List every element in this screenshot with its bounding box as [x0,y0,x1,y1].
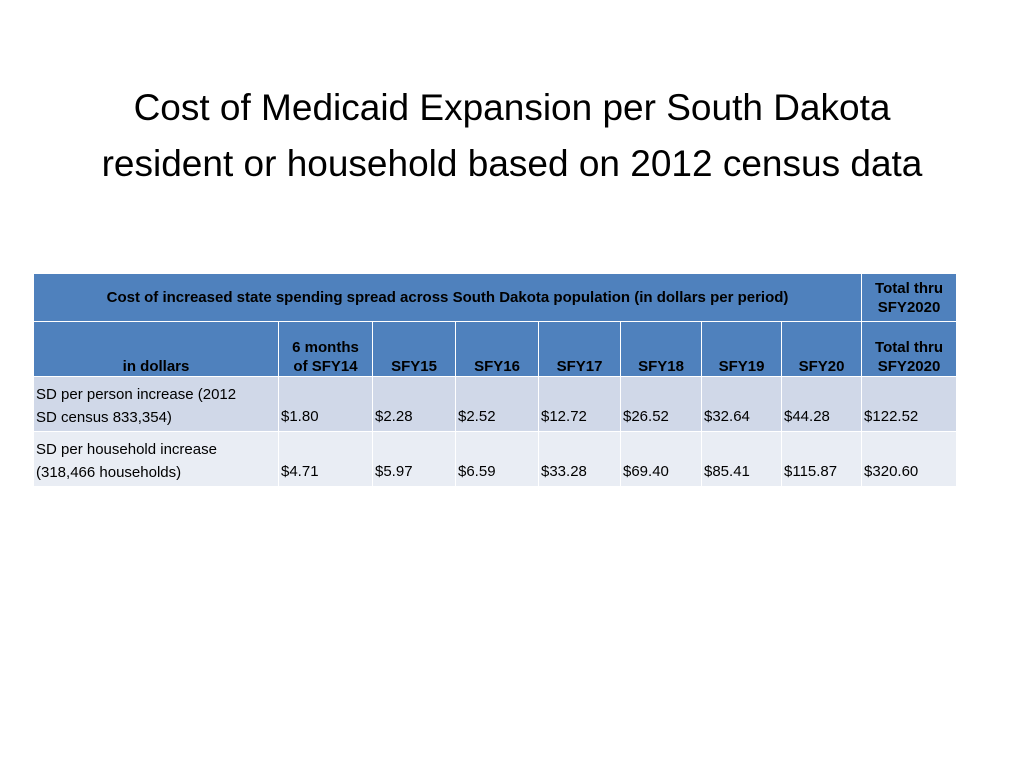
row-label-per-household: SD per household increase (318,466 house… [33,431,279,487]
cell-per-person-total: $122.52 [861,376,958,432]
column-header-sfy19: SFY19 [701,321,782,377]
table-total-header-line-1: Total thru [875,279,944,297]
column-header-total-line-2: SFY2020 [877,358,941,375]
cell-per-person-sfy20: $44.28 [780,376,863,432]
slide-title-line-2: resident or household based on 2012 cens… [101,143,923,184]
row-label-per-person-line-2: SD census 833,354) [36,409,172,426]
column-header-sfy14-line-1: 6 months [292,339,359,356]
row-label-per-person-line-1: SD per person increase (2012 [36,386,237,403]
column-header-sfy18: SFY18 [620,321,702,377]
column-header-total: Total thru SFY2020 [861,321,958,377]
table-row-per-person: SD per person increase (2012 SD census 8… [33,376,958,432]
cell-per-household-total: $320.60 [861,431,958,487]
column-header-sfy20: SFY20 [780,321,863,377]
cell-per-household-sfy20: $115.87 [780,431,863,487]
column-header-label: in dollars [33,321,279,377]
table-row-per-household: SD per household increase (318,466 house… [33,431,958,487]
cell-per-household-sfy15: $5.97 [372,431,456,487]
row-label-per-person: SD per person increase (2012 SD census 8… [33,376,279,432]
column-header-sfy15: SFY15 [372,321,456,377]
row-label-per-household-line-1: SD per household increase [36,441,217,458]
table-title-row: Cost of increased state spending spread … [32,273,958,322]
cell-per-household-sfy16: $6.59 [455,431,539,487]
table-total-header: Total thru SFY2020 [861,273,958,322]
column-header-sfy14-line-2: of SFY14 [293,358,358,375]
table-total-header-line-2: SFY2020 [877,298,941,316]
cell-per-household-sfy18: $69.40 [620,431,702,487]
column-header-total-line-1: Total thru [875,339,944,356]
cell-per-person-sfy14: $1.80 [278,376,373,432]
row-label-per-household-line-2: (318,466 households) [36,464,182,481]
table-title: Cost of increased state spending spread … [32,273,863,322]
column-header-sfy16: SFY16 [455,321,539,377]
column-header-sfy17: SFY17 [538,321,621,377]
cell-per-household-sfy14: $4.71 [278,431,373,487]
cell-per-person-sfy18: $26.52 [620,376,702,432]
cell-per-person-sfy16: $2.52 [455,376,539,432]
cell-per-household-sfy19: $85.41 [701,431,782,487]
column-header-row: in dollars 6 months of SFY14 SFY15 SFY16… [33,321,958,377]
cell-per-person-sfy17: $12.72 [538,376,621,432]
column-header-sfy14: 6 months of SFY14 [278,321,373,377]
cost-table: Cost of increased state spending spread … [32,273,958,487]
slide-title-line-1: Cost of Medicaid Expansion per South Dak… [133,87,891,128]
slide-title: Cost of Medicaid Expansion per South Dak… [40,80,984,192]
cell-per-person-sfy19: $32.64 [701,376,782,432]
cell-per-person-sfy15: $2.28 [372,376,456,432]
cell-per-household-sfy17: $33.28 [538,431,621,487]
